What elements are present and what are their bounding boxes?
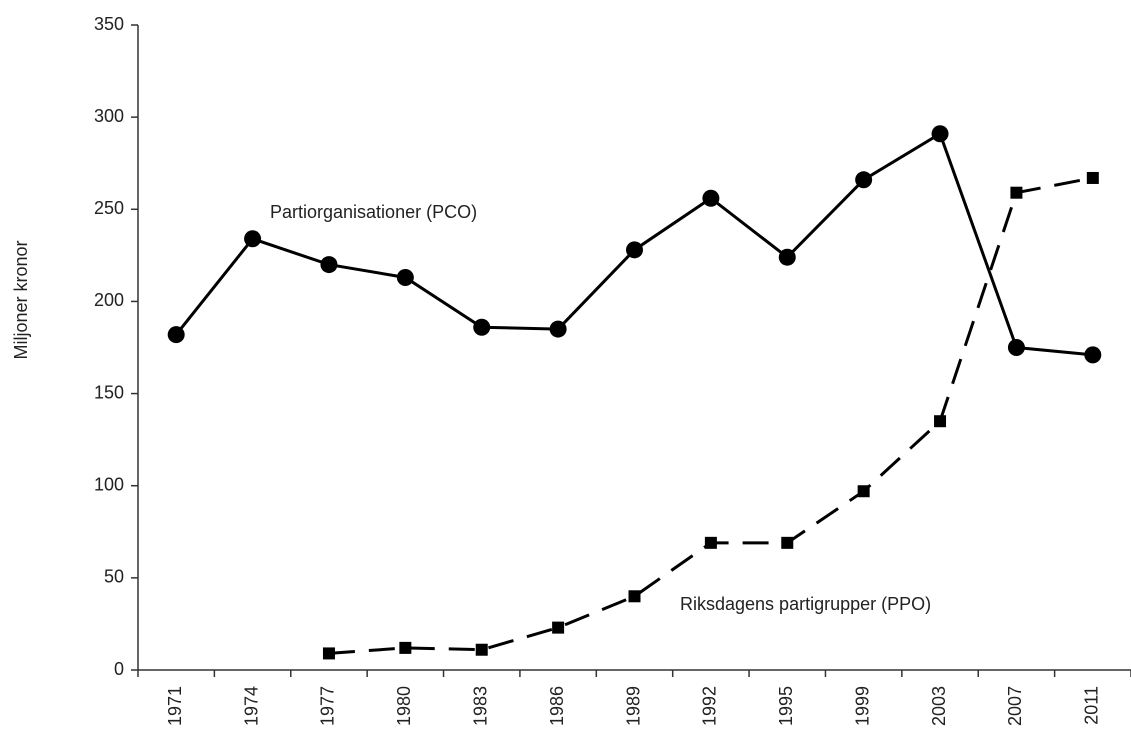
marker	[244, 230, 262, 248]
x-tick-label: 1980	[394, 686, 414, 726]
marker	[549, 320, 567, 338]
y-axis-label: Miljoner kronor	[11, 240, 31, 359]
marker	[1007, 339, 1025, 356]
marker	[1084, 346, 1102, 364]
marker	[857, 485, 870, 498]
marker	[855, 171, 873, 189]
marker	[167, 326, 185, 344]
y-tick-label: 0	[114, 659, 124, 679]
x-tick-label: 2003	[929, 686, 949, 726]
x-tick-label: 1992	[700, 686, 720, 726]
marker	[1086, 171, 1099, 184]
x-tick-label: 2011	[1082, 686, 1102, 725]
y-tick-label: 250	[94, 198, 124, 218]
marker	[931, 125, 949, 143]
x-tick-label: 1983	[470, 686, 490, 726]
y-tick-label: 350	[94, 14, 124, 34]
x-tick-label: 2007	[1005, 686, 1025, 726]
marker	[322, 647, 335, 660]
marker	[1010, 186, 1023, 199]
y-tick-label: 200	[94, 290, 124, 310]
marker	[781, 536, 794, 549]
series-line	[328, 176, 1094, 655]
x-tick-label: 1999	[852, 686, 872, 726]
marker	[396, 268, 414, 286]
marker	[475, 643, 488, 656]
marker	[320, 256, 338, 274]
marker	[702, 189, 720, 207]
marker	[628, 590, 641, 603]
x-tick-label: 1974	[241, 686, 261, 726]
y-tick-label: 50	[104, 567, 124, 587]
series-label: Riksdagens partigrupper (PPO)	[680, 594, 931, 614]
x-tick-label: 1971	[165, 686, 185, 726]
y-tick-label: 300	[94, 106, 124, 126]
x-tick-label: 1977	[318, 686, 338, 726]
marker	[552, 621, 565, 634]
marker	[626, 241, 643, 259]
marker	[399, 641, 412, 654]
marker	[934, 415, 947, 428]
x-tick-label: 1995	[776, 686, 796, 726]
marker	[473, 318, 491, 336]
x-tick-label: 1986	[547, 686, 567, 726]
x-tick-label: 1989	[623, 686, 643, 726]
series-label: Partiorganisationer (PCO)	[270, 202, 477, 222]
marker	[704, 536, 717, 549]
y-tick-label: 100	[94, 474, 124, 494]
y-tick-label: 150	[94, 382, 124, 402]
marker	[778, 248, 796, 266]
